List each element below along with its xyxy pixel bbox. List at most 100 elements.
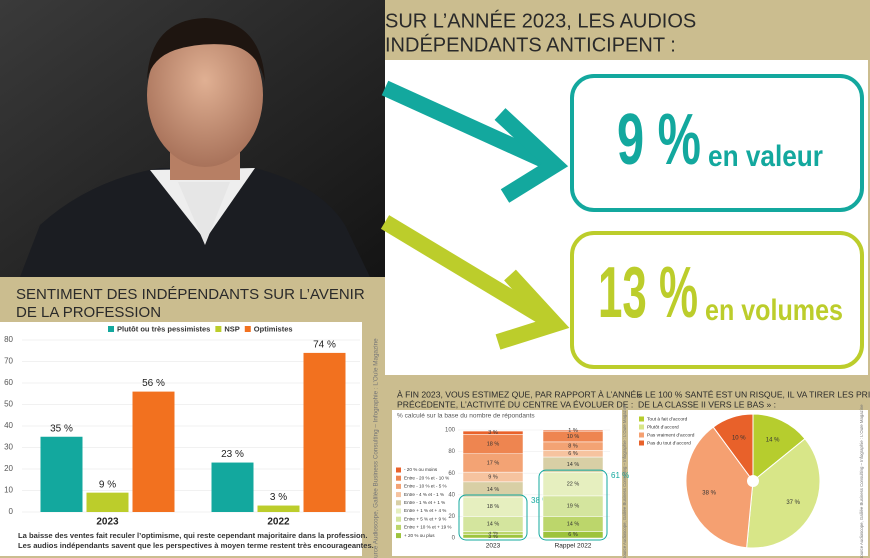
legend-label: Entre - 20 % et - 10 % xyxy=(404,475,449,480)
lime-arrow xyxy=(380,215,570,350)
header-title: SUR L’ANNÉE 2023, LES AUDIOS xyxy=(385,9,696,32)
legend-label: Entre + 5 % et + 9 % xyxy=(404,516,446,521)
y-tick-label: 60 xyxy=(4,378,13,387)
legend-swatch xyxy=(396,524,401,530)
pie-slice xyxy=(746,438,821,549)
annotation: 38 % xyxy=(531,496,549,505)
chart-title: DE LA CLASSE II VERS LE BAS » : xyxy=(638,399,776,409)
legend-swatch xyxy=(215,326,222,332)
chart-title: « LE 100 % SANTÉ EST UN RISQUE, IL VA TI… xyxy=(638,389,870,399)
y-tick-label: 20 xyxy=(448,514,455,520)
legend-swatch xyxy=(396,516,401,522)
y-tick-label: 70 xyxy=(4,357,13,366)
y-tick-label: 80 xyxy=(448,449,455,455)
value-label: 14 % xyxy=(487,521,500,527)
value-label: 10 % xyxy=(732,435,746,441)
value-label: 14 % xyxy=(567,462,580,468)
x-tick-label: 2023 xyxy=(96,517,119,528)
value-label: 3 % xyxy=(488,534,498,540)
legend-swatch xyxy=(639,432,644,438)
legend-swatch xyxy=(396,492,401,498)
legend-label: Entre - 1 % et + 1 % xyxy=(404,500,445,505)
source: Source Audioscope, Galilée Business Cons… xyxy=(859,404,864,558)
legend-label: Plutôt ou très pessimistes xyxy=(117,324,210,333)
legend-label: Optimistes xyxy=(254,324,293,333)
bar xyxy=(40,436,83,512)
legend-label: + 20 % ou plus xyxy=(404,533,435,538)
value-label: 23 % xyxy=(221,449,244,460)
legend-swatch xyxy=(639,424,644,430)
legend-label: Entre - 10 % et - 5 % xyxy=(404,484,447,489)
highlight-label: en valeur xyxy=(708,140,823,173)
teal-arrow xyxy=(381,80,569,203)
chart-title: DE LA PROFESSION xyxy=(16,304,161,321)
legend-swatch xyxy=(396,483,401,489)
legend-label: Entre + 10 % et + 19 % xyxy=(404,525,452,530)
chart-title: SENTIMENT DES INDÉPENDANTS SUR L’AVENIR xyxy=(16,286,365,303)
value-label: 18 % xyxy=(487,504,500,510)
highlight-label: en volumes xyxy=(705,294,843,327)
bar xyxy=(86,492,129,512)
legend-label: Plutôt d’accord xyxy=(647,424,679,430)
value-label: 74 % xyxy=(313,340,336,351)
bar xyxy=(257,505,300,512)
legend-swatch xyxy=(396,533,401,539)
source: Source Audioscope, Galilée Business Cons… xyxy=(373,338,380,558)
header-title: INDÉPENDANTS ANTICIPENT : xyxy=(385,33,676,56)
value-label: 14 % xyxy=(567,521,580,527)
legend-swatch xyxy=(639,416,644,422)
annotation-frame xyxy=(458,494,528,541)
legend-swatch xyxy=(396,475,401,481)
y-tick-label: 0 xyxy=(452,536,456,542)
value-label: 56 % xyxy=(142,378,165,389)
charts: SENTIMENT DES INDÉPENDANTS SUR L’AVENIRD… xyxy=(4,286,870,558)
bar-segment xyxy=(542,429,604,432)
value-label: 8 % xyxy=(568,444,578,450)
y-tick-label: 10 xyxy=(4,486,13,495)
value-label: 3 % xyxy=(488,430,498,436)
y-tick-label: 60 xyxy=(448,471,455,477)
caption: La baisse des ventes fait reculer l’opti… xyxy=(18,531,367,540)
legend-swatch xyxy=(396,467,401,473)
y-tick-label: 30 xyxy=(4,443,13,452)
value-label: 6 % xyxy=(568,532,578,538)
portrait-photo xyxy=(0,0,385,277)
legend-label: Entre - 4 % et - 1 % xyxy=(404,492,444,497)
y-tick-label: 100 xyxy=(445,428,456,434)
value-label: 10 % xyxy=(567,434,580,440)
chart-title: PRÉCÉDENTE, L’ACTIVITÉ DU CENTRE VA ÉVOL… xyxy=(397,399,633,409)
legend-swatch xyxy=(244,326,251,332)
value-box xyxy=(570,74,864,212)
annotation: 61 % xyxy=(611,471,629,480)
highlight-value: 9 % xyxy=(617,100,701,180)
value-label: 3 % xyxy=(270,492,287,503)
bar xyxy=(132,391,175,512)
legend-swatch xyxy=(108,326,114,332)
value-label: 1 % xyxy=(568,428,578,434)
caption: Les audios indépendants savent que les p… xyxy=(18,541,374,550)
legend-label: - 20 % ou moins xyxy=(404,467,438,472)
legend-label: NSP xyxy=(224,324,239,333)
y-tick-label: 40 xyxy=(4,421,13,430)
highlight-value: 13 % xyxy=(598,253,698,333)
y-tick-label: 0 xyxy=(9,507,14,516)
value-label: 37 % xyxy=(786,500,800,506)
y-tick-label: 80 xyxy=(4,335,13,344)
value-label: 35 % xyxy=(50,423,73,434)
value-label: 17 % xyxy=(487,460,500,466)
bar xyxy=(211,462,254,512)
legend-swatch xyxy=(396,508,401,514)
value-label: 19 % xyxy=(567,504,580,510)
value-label: 9 % xyxy=(488,474,498,480)
value-label: 38 % xyxy=(702,491,716,497)
value-label: 6 % xyxy=(568,451,578,457)
legend-label: Pas du tout d’accord xyxy=(647,440,691,446)
legend-swatch xyxy=(396,500,401,506)
pie-slice xyxy=(752,413,806,483)
bar xyxy=(303,352,346,512)
y-tick-label: 40 xyxy=(448,492,455,498)
value-label: 14 % xyxy=(487,487,500,493)
value-label: 3 % xyxy=(488,531,498,537)
